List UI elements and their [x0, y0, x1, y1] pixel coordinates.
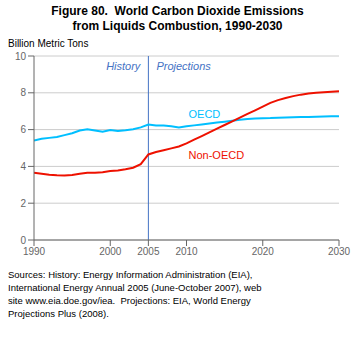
svg-text:1990: 1990	[23, 246, 46, 257]
html-text:Projections Plus (2008).: Projections Plus (2008).	[8, 308, 109, 319]
svg-text:2020: 2020	[252, 246, 275, 257]
svg-text:History: History	[106, 60, 142, 72]
html-text:Sources: History: Energy Infor: Sources: History: Energy Information Adm…	[8, 269, 253, 280]
svg-text:4: 4	[20, 161, 26, 172]
html-text:Figure 80. World Carbon Dioxid: Figure 80. World Carbon Dioxide Emission…	[51, 4, 304, 18]
svg-text:6: 6	[20, 124, 26, 135]
html-text:from Liquids Combustion, 1990-: from Liquids Combustion, 1990-2030	[72, 19, 283, 33]
svg-text:0: 0	[20, 235, 26, 246]
svg-text:2005: 2005	[137, 246, 160, 257]
svg-text:Projections: Projections	[156, 60, 211, 72]
html-text:Billion Metric Tons: Billion Metric Tons	[8, 38, 89, 49]
svg-text:OECD: OECD	[189, 108, 221, 120]
svg-text:10: 10	[15, 51, 27, 62]
html-text:site www.eia.doe.gov/iea. Proj: site www.eia.doe.gov/iea. Projections: E…	[8, 295, 251, 306]
svg-text:2010: 2010	[175, 246, 198, 257]
svg-text:2000: 2000	[99, 246, 122, 257]
html-text:International Energy Annual 20: International Energy Annual 2005 (June-O…	[8, 282, 262, 293]
svg-text:2: 2	[20, 198, 26, 209]
svg-text:Non-OECD: Non-OECD	[189, 149, 245, 161]
svg-text:8: 8	[20, 87, 26, 98]
svg-text:2030: 2030	[328, 246, 347, 257]
